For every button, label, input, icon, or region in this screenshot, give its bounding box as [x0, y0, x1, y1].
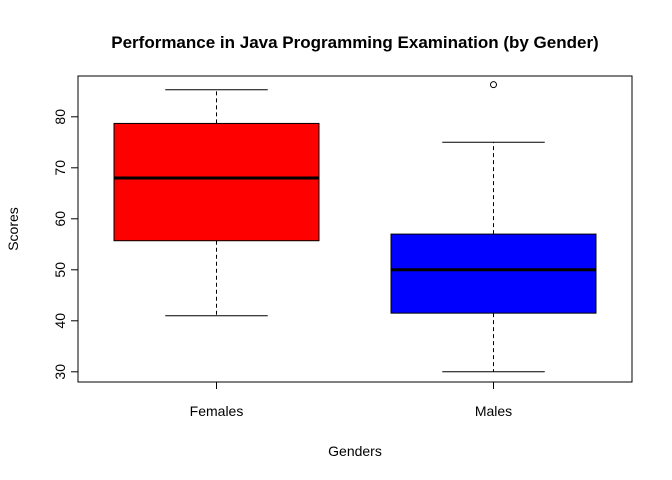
y-axis-label: Scores [5, 207, 21, 251]
box-rect [390, 233, 597, 314]
box-males [390, 81, 597, 373]
chart-title: Performance in Java Programming Examinat… [111, 33, 598, 52]
box-rect [113, 122, 320, 242]
y-tick-label: 70 [52, 160, 68, 176]
y-tick-label: 50 [52, 262, 68, 278]
outlier-point [490, 81, 497, 89]
box-females [113, 89, 320, 317]
x-tick-label: Females [190, 403, 244, 419]
y-tick-label: 80 [52, 109, 68, 125]
x-axis: Females Males [190, 381, 512, 419]
y-tick-label: 30 [52, 364, 68, 380]
y-tick-label: 60 [52, 211, 68, 227]
y-axis: 30 40 50 60 70 80 [52, 109, 79, 380]
y-tick-label: 40 [52, 313, 68, 329]
boxes-group [113, 81, 597, 373]
x-tick-label: Males [475, 403, 512, 419]
x-axis-label: Genders [328, 443, 382, 459]
